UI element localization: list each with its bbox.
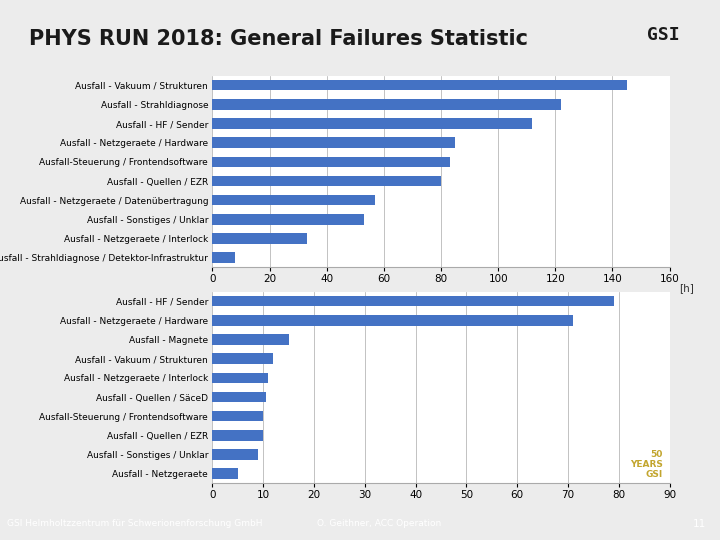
Bar xyxy=(212,296,613,307)
Bar xyxy=(212,118,532,129)
Text: GSI Helmholtzzentrum für Schwerionenforschung GmbH: GSI Helmholtzzentrum für Schwerionenfors… xyxy=(7,519,263,528)
Bar xyxy=(212,252,235,263)
Bar xyxy=(212,315,573,326)
Text: PHYS RUN 2018: General Failures Statistic: PHYS RUN 2018: General Failures Statisti… xyxy=(29,29,528,49)
Bar xyxy=(212,430,264,441)
Bar xyxy=(212,411,264,422)
Text: O. Geithner, ACC Operation: O. Geithner, ACC Operation xyxy=(317,519,441,528)
Bar xyxy=(212,99,561,110)
Bar xyxy=(212,468,238,479)
Bar xyxy=(212,373,269,383)
Bar xyxy=(212,157,449,167)
Bar xyxy=(212,214,364,225)
Bar xyxy=(212,392,266,402)
Text: 11: 11 xyxy=(693,519,706,529)
Bar xyxy=(212,80,626,91)
Bar xyxy=(212,137,455,148)
Bar xyxy=(212,334,289,345)
Bar xyxy=(212,195,375,206)
Text: [h]: [h] xyxy=(679,282,693,293)
Bar xyxy=(212,449,258,460)
Bar xyxy=(212,353,274,364)
Bar xyxy=(212,233,307,244)
Text: GSI: GSI xyxy=(647,26,679,44)
Text: 50
YEARS
GSI: 50 YEARS GSI xyxy=(630,450,662,480)
Bar xyxy=(212,176,441,186)
